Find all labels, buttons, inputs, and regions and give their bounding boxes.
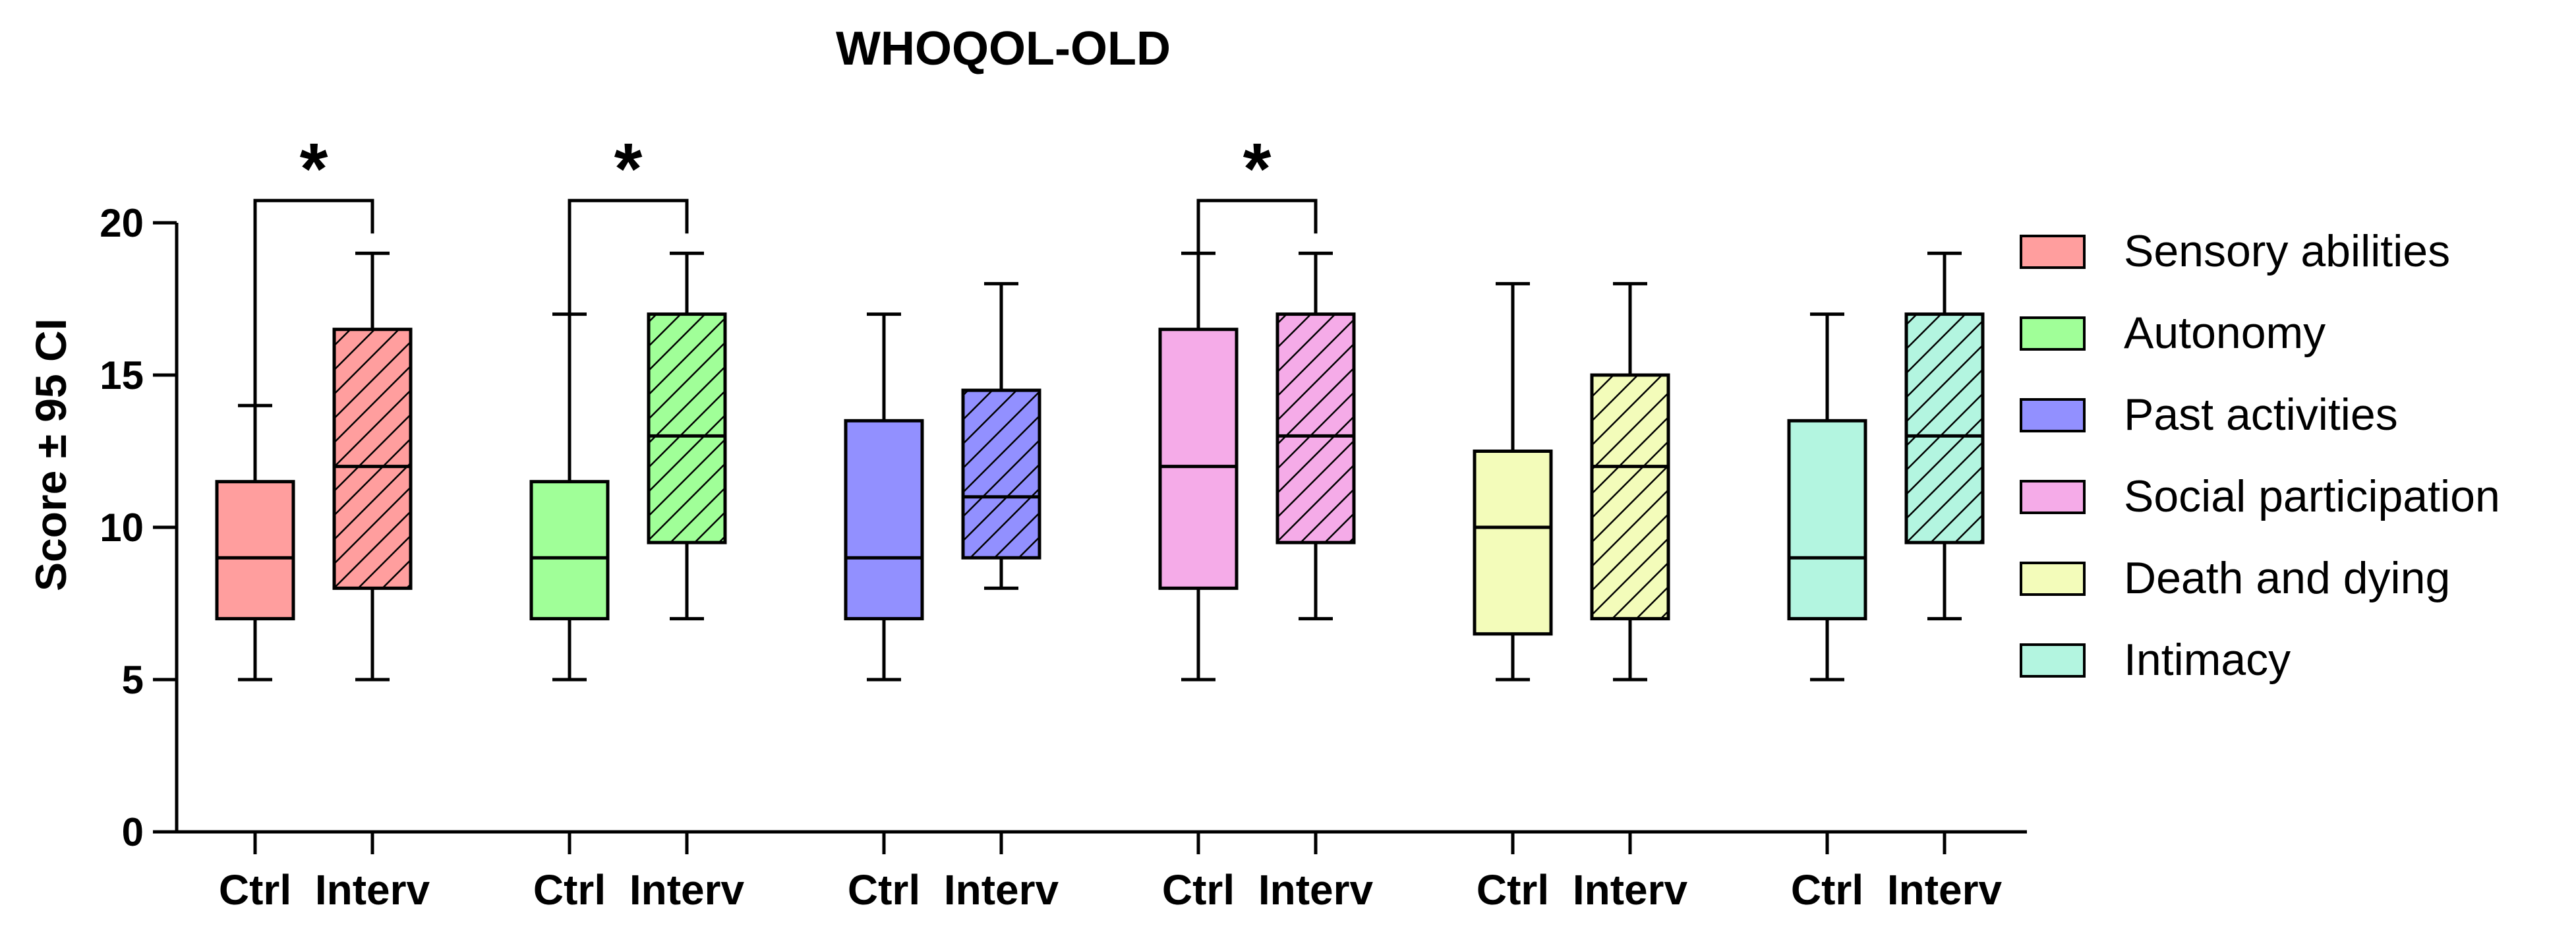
significance-bracket: * [253,129,374,482]
x-tick-label: Ctrl [848,866,920,914]
legend-swatch [2020,235,2086,269]
box-interv [332,251,413,682]
y-tick-label: 5 [122,658,144,702]
legend-swatch [2020,398,2086,432]
box-interv [1275,251,1356,621]
y-axis-label: Score ± 95 CI [26,318,75,591]
legend-label: Death and dying [2124,553,2450,603]
series-group [1473,281,1670,682]
y-tick-label: 15 [100,353,144,397]
significance-star: * [614,129,643,210]
legend-item: Past activities [2020,390,2398,440]
box-iqr [961,388,1041,560]
bracket-line [1196,198,1318,330]
box-interv [1590,281,1670,682]
series-group [215,251,413,682]
significance-bracket: * [568,129,689,482]
legend-label: Social participation [2124,471,2500,521]
y-tick-label: 10 [100,506,144,550]
series-group [1787,251,1985,682]
y-tick-label: 20 [100,201,144,245]
box-iqr [1473,450,1553,636]
box-interv [647,251,727,621]
legend-item: Death and dying [2020,553,2450,603]
legend-label: Autonomy [2124,308,2326,358]
y-axis: 0 5 10 15 20 [100,201,179,854]
series-group [529,251,727,682]
box-plots [215,251,1985,682]
box-ctrl [529,312,610,682]
box-iqr [844,419,924,621]
x-tick-label: Ctrl [1791,866,1863,914]
x-tick-label: Interv [944,866,1059,914]
legend-label: Sensory abilities [2124,226,2450,276]
legend-swatch [2020,562,2086,596]
box-iqr [1904,312,1985,544]
box-interv [1904,251,1985,621]
x-tick-label: Ctrl [533,866,606,914]
legend-swatch [2020,480,2086,514]
box-ctrl [844,312,924,682]
chart-title: WHOQOL-OLD [836,22,1171,75]
legend-item: Social participation [2020,471,2500,521]
box-iqr [332,328,413,590]
x-axis: Ctrl Interv Ctrl Interv Ctrl Interv Ctrl Interv… [175,830,2027,914]
box-interv [961,281,1041,590]
x-tick-label: Interv [1887,866,2003,914]
x-tick-label: Interv [1573,866,1688,914]
bracket-line [253,198,374,482]
legend-label: Intimacy [2124,635,2291,685]
significance-bracket: * [1196,129,1318,330]
bracket-line [568,198,689,482]
series-group [1158,251,1356,682]
x-tick-label: Ctrl [1162,866,1235,914]
box-iqr [647,312,727,544]
x-tick-label: Ctrl [1477,866,1549,914]
significance-star: * [300,129,328,210]
x-tick-label: Interv [1258,866,1374,914]
x-tick-label: Ctrl [219,866,291,914]
box-iqr [1275,312,1356,544]
box-iqr [215,480,295,621]
legend-item: Sensory abilities [2020,226,2450,276]
box-iqr [1158,328,1239,590]
box-iqr [1787,419,1867,621]
box-iqr [529,480,610,621]
box-iqr [1590,373,1670,621]
legend: Sensory abilities Autonomy Past activities… [2020,226,2500,685]
x-tick-label: Interv [629,866,745,914]
significance-star: * [1243,129,1272,210]
x-tick-label: Interv [315,866,430,914]
box-ctrl [1473,281,1553,682]
y-tick-label: 0 [122,810,144,854]
legend-label: Past activities [2124,390,2398,440]
series-group [844,281,1041,682]
legend-swatch [2020,643,2086,678]
legend-swatch [2020,316,2086,351]
legend-item: Autonomy [2020,308,2326,358]
legend-item: Intimacy [2020,635,2291,685]
significance-annotations: * * * [253,129,1318,482]
box-ctrl [215,403,295,682]
box-ctrl [1787,312,1867,682]
